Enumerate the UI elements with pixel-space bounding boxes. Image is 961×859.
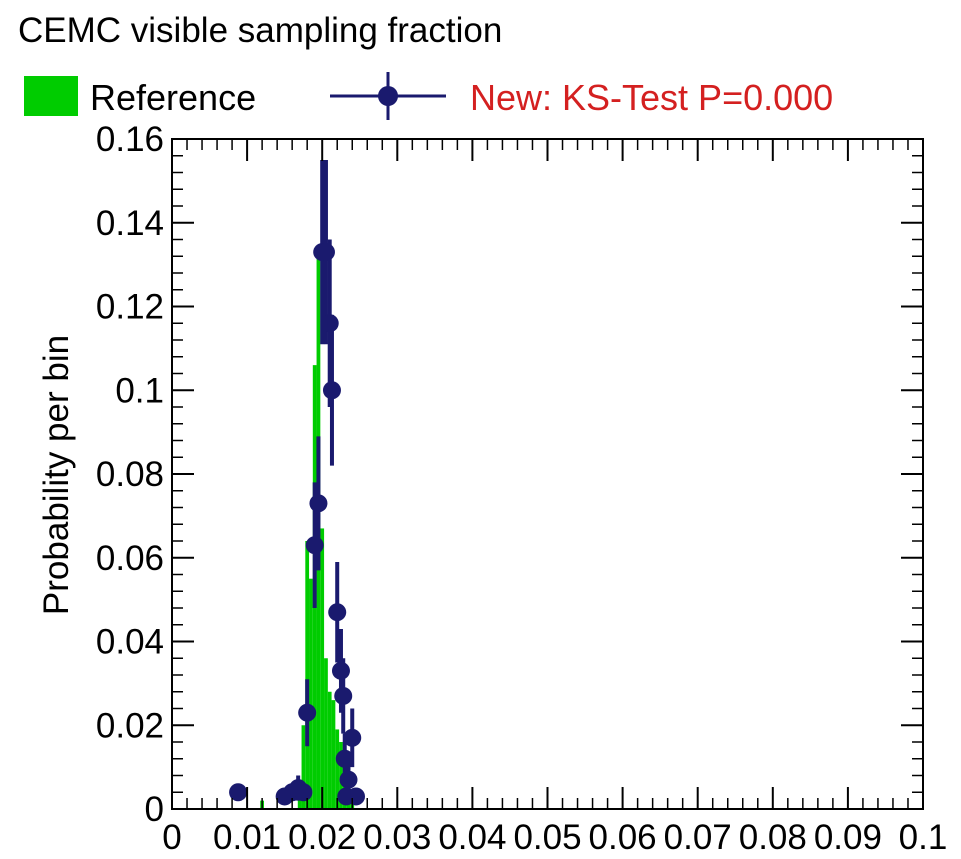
- legend-new-marker: [378, 86, 398, 106]
- x-tick-label: 0.01: [213, 818, 281, 857]
- y-tick-label: 0.08: [96, 455, 164, 494]
- new-data-point: [328, 603, 347, 622]
- reference-bar: [335, 729, 340, 809]
- new-data-point: [298, 703, 317, 722]
- new-data-point: [322, 381, 341, 400]
- reference-bar: [309, 578, 313, 809]
- new-data-point: [229, 783, 248, 802]
- y-axis-label: Probability per bin: [37, 335, 76, 615]
- y-tick-label: 0.04: [96, 623, 164, 662]
- new-data-point: [309, 494, 328, 513]
- y-tick-label: 0.1: [115, 371, 164, 410]
- x-tick-label: 0.04: [438, 818, 506, 857]
- new-data-point: [316, 243, 335, 262]
- y-tick-label: 0.14: [96, 204, 164, 243]
- legend-reference-swatch: [24, 76, 78, 116]
- y-tick-label: 0.16: [96, 120, 164, 159]
- x-tick-label: 0.06: [589, 818, 657, 857]
- reference-bar: [331, 700, 336, 809]
- y-tick-label: 0.06: [96, 539, 164, 578]
- y-tick-label: 0: [145, 790, 164, 829]
- x-tick-label: 0.09: [814, 818, 882, 857]
- reference-bar: [324, 658, 328, 809]
- reference-bar: [301, 725, 306, 809]
- axis-ticks: 0 0.01 0.02 0.03 0.04 0.05 0.06 0.07 0.08 0.09 0.1…: [96, 120, 947, 857]
- new-data-point: [334, 686, 353, 705]
- new-data-point: [331, 661, 350, 680]
- new-data-point: [346, 787, 365, 806]
- x-tick-label: 0.02: [288, 818, 356, 857]
- legend: Reference New: KS-Test P=0.000: [24, 72, 833, 120]
- plot-frame: [171, 138, 924, 810]
- legend-reference-label: Reference: [90, 77, 256, 118]
- x-tick-label: 0.03: [363, 818, 431, 857]
- x-tick-label: 0: [162, 818, 181, 857]
- x-tick-label: 0.07: [664, 818, 732, 857]
- x-tick-label: 0.08: [739, 818, 807, 857]
- x-tick-label: 0.1: [899, 818, 948, 857]
- y-tick-label: 0.12: [96, 288, 164, 327]
- new-data-point: [339, 770, 358, 789]
- new-markers: [229, 159, 365, 806]
- new-data-point: [320, 314, 339, 333]
- new-data-point: [294, 783, 313, 802]
- chart-title: CEMC visible sampling fraction: [18, 11, 502, 50]
- reference-bar: [327, 691, 332, 809]
- reference-bar: [305, 541, 310, 809]
- new-data-point: [343, 728, 362, 747]
- reference-bar: [320, 528, 325, 809]
- x-tick-label: 0.05: [513, 818, 581, 857]
- y-tick-label: 0.02: [96, 706, 164, 745]
- new-data-point: [305, 536, 324, 555]
- legend-new-label: New: KS-Test P=0.000: [470, 77, 833, 118]
